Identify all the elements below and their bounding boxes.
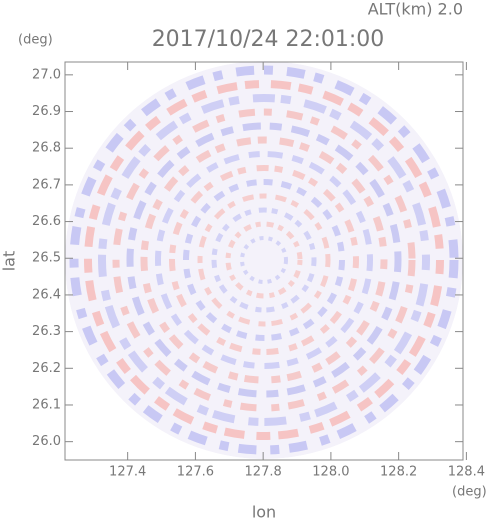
y-axis-label: lat <box>0 251 19 272</box>
y-tick-label: 26.8 <box>32 141 61 156</box>
chart-title: 2017/10/24 22:01:00 <box>152 27 385 52</box>
plot-frame <box>64 61 464 461</box>
x-tick-label: 127.8 <box>245 465 282 480</box>
y-tick-label: 26.9 <box>32 104 61 119</box>
y-tick-label: 26.0 <box>32 434 61 449</box>
y-tick-label: 26.2 <box>32 361 61 376</box>
x-tick-label: 127.6 <box>177 465 214 480</box>
y-tick-label: 26.4 <box>32 287 61 302</box>
y-tick-label: 27.0 <box>32 67 61 82</box>
x-tick-label: 128.0 <box>312 465 349 480</box>
x-axis-label: lon <box>252 503 276 522</box>
radar-echo <box>65 61 463 459</box>
y-tick-label: 26.6 <box>32 214 61 229</box>
x-tick-label: 128.2 <box>380 465 417 480</box>
y-tick-label: 26.1 <box>32 397 61 412</box>
x-tick-label: 127.4 <box>109 465 146 480</box>
subtitle: ALT(km) 2.0 <box>368 0 463 19</box>
y-tick-label: 26.7 <box>32 177 61 192</box>
y-tick-label: 26.3 <box>32 324 61 339</box>
y-unit: (deg) <box>18 33 53 48</box>
x-unit: (deg) <box>452 485 487 500</box>
y-tick-label: 26.5 <box>32 251 61 266</box>
x-tick-label: 128.4 <box>448 465 485 480</box>
